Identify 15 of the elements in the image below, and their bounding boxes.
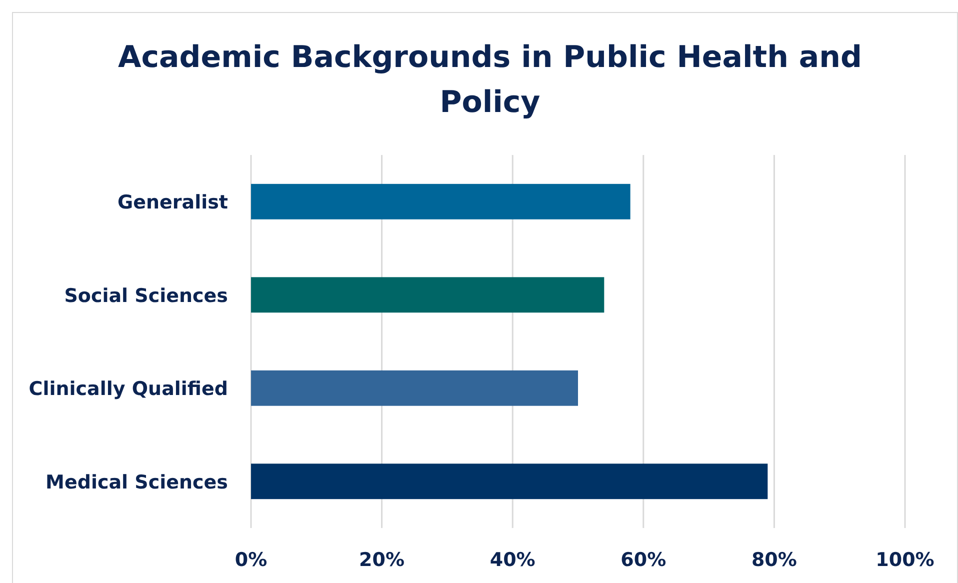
bar xyxy=(251,277,604,313)
bar xyxy=(251,184,630,220)
y-tick-label: Social Sciences xyxy=(64,284,228,307)
x-tick-label: 80% xyxy=(751,549,797,571)
chart-title: Academic Backgrounds in Public Health and Policy xyxy=(118,40,862,120)
x-tick-label: 0% xyxy=(234,549,268,571)
x-tick-label: 20% xyxy=(359,549,405,571)
x-tick-label: 40% xyxy=(490,549,536,571)
bar xyxy=(251,370,578,406)
y-tick-label: Generalist xyxy=(117,192,228,214)
y-tick-label: Medical Sciences xyxy=(46,471,228,494)
x-tick-label: 100% xyxy=(876,549,934,571)
y-tick-label: Clinically Qualified xyxy=(28,378,228,400)
x-tick-label: 60% xyxy=(620,549,666,571)
bar xyxy=(251,464,768,500)
